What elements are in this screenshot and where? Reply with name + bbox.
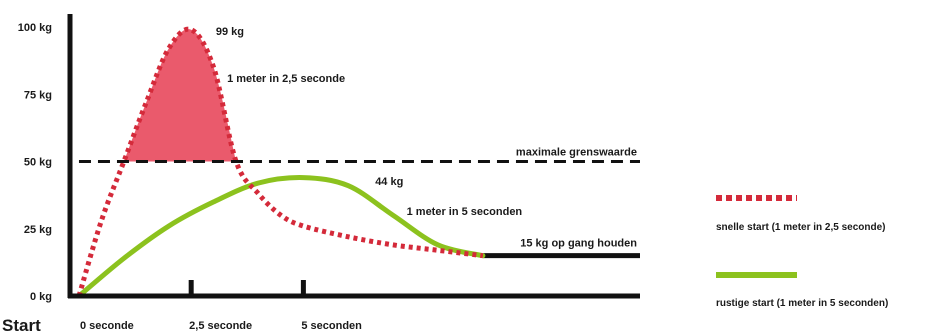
threshold-label: maximale grenswaarde: [516, 147, 637, 159]
series-line-rustige-start: [76, 175, 486, 299]
fast-peak-label: 99 kg: [216, 26, 244, 38]
y-tick-label: 75 kg: [24, 89, 52, 101]
axis-layer: [67, 14, 640, 299]
slow-peak-note: 1 meter in 5 seconden: [407, 206, 523, 218]
y-tick-label: 0 kg: [30, 291, 52, 303]
y-tick-label: 25 kg: [24, 224, 52, 236]
x-tick-label: 2,5 seconde: [189, 320, 252, 332]
legend: snelle start (1 meter in 2,5 seconde) rus…: [716, 195, 888, 309]
overload-area-layer: [123, 29, 237, 162]
series-line-snelle-start: [76, 26, 484, 297]
legend-label-snelle-start: snelle start (1 meter in 2,5 seconde): [716, 222, 886, 233]
start-label: Start: [2, 316, 41, 334]
y-tick-label: 100 kg: [18, 22, 52, 34]
x-tick-label: 5 seconden: [301, 320, 362, 332]
y-tick-label: 50 kg: [24, 157, 52, 169]
label-layer: 0 kg 25 kg 50 kg 75 kg 100 kg 0 seconde 2,5 se…: [2, 22, 637, 334]
overload-area: [123, 29, 237, 162]
x-tick-label: 0 seconde: [80, 320, 134, 332]
legend-label-rustige-start: rustige start (1 meter in 5 seconden): [716, 298, 888, 309]
fast-peak-note: 1 meter in 2,5 seconde: [227, 73, 345, 85]
series-layer: [76, 26, 640, 299]
slow-peak-label: 44 kg: [375, 176, 403, 188]
hold-label: 15 kg op gang houden: [520, 238, 637, 250]
